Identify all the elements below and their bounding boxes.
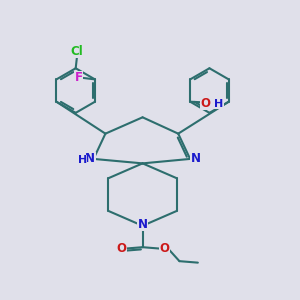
Text: O: O bbox=[117, 242, 127, 255]
Text: H: H bbox=[214, 99, 224, 109]
Text: N: N bbox=[85, 152, 95, 165]
Text: N: N bbox=[190, 152, 200, 165]
Text: O: O bbox=[160, 242, 170, 255]
Text: Cl: Cl bbox=[71, 44, 84, 58]
Text: F: F bbox=[75, 71, 83, 84]
Text: O: O bbox=[201, 97, 211, 110]
Text: N: N bbox=[138, 218, 148, 231]
Text: H: H bbox=[78, 155, 87, 165]
